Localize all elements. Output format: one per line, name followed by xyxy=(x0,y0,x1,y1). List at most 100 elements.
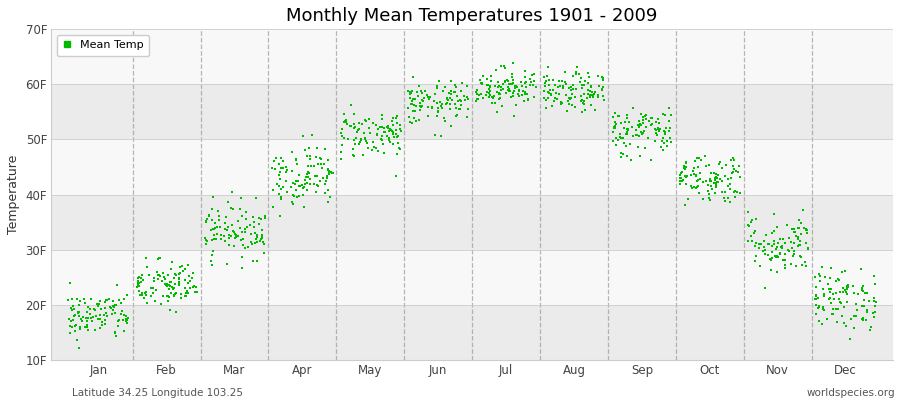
Point xyxy=(89,313,104,319)
Point xyxy=(811,271,825,278)
Point xyxy=(402,114,417,120)
Point xyxy=(702,195,716,201)
Point xyxy=(230,218,245,224)
Point xyxy=(425,104,439,111)
Point xyxy=(788,229,803,235)
Point xyxy=(851,291,866,297)
Point xyxy=(310,183,325,189)
Point xyxy=(826,305,841,312)
Point xyxy=(235,228,249,235)
Point xyxy=(245,241,259,248)
Point xyxy=(375,133,390,139)
Point xyxy=(84,315,98,322)
Point xyxy=(75,318,89,324)
Point xyxy=(206,248,220,254)
Point xyxy=(581,91,596,97)
Point xyxy=(657,128,671,134)
Point xyxy=(835,313,850,319)
Point xyxy=(632,122,646,128)
Point xyxy=(438,101,453,107)
Point xyxy=(552,91,566,97)
Point xyxy=(425,103,439,110)
Point xyxy=(785,226,799,232)
Point xyxy=(595,86,609,92)
Point xyxy=(817,293,832,300)
Point xyxy=(405,98,419,104)
Point xyxy=(121,317,135,324)
Point xyxy=(104,304,119,311)
Point xyxy=(286,200,301,207)
Point xyxy=(347,141,362,148)
Point xyxy=(786,252,800,259)
Point xyxy=(76,314,91,321)
Point xyxy=(542,82,556,88)
Point xyxy=(83,306,97,312)
Point xyxy=(578,78,592,84)
Point xyxy=(350,129,365,136)
Point xyxy=(679,158,693,165)
Point xyxy=(257,215,272,221)
Point xyxy=(493,87,508,93)
Point xyxy=(389,173,403,179)
Point xyxy=(153,255,167,262)
Point xyxy=(553,82,567,89)
Point xyxy=(373,124,387,130)
Point xyxy=(250,239,265,245)
Point xyxy=(436,88,450,94)
Point xyxy=(832,296,847,302)
Point xyxy=(104,305,119,312)
Point xyxy=(662,105,676,112)
Point xyxy=(690,164,705,170)
Point xyxy=(429,113,444,119)
Point xyxy=(507,88,521,94)
Point xyxy=(111,318,125,324)
Point xyxy=(163,282,177,289)
Point xyxy=(307,163,321,169)
Point xyxy=(482,88,497,94)
Point xyxy=(504,81,518,88)
Point xyxy=(121,292,135,298)
Point xyxy=(555,100,570,106)
Point xyxy=(460,83,474,89)
Legend: Mean Temp: Mean Temp xyxy=(57,35,149,56)
Point xyxy=(506,90,520,96)
Point xyxy=(717,173,732,179)
Point xyxy=(285,149,300,155)
Point xyxy=(247,224,261,230)
Point xyxy=(158,281,172,288)
Point xyxy=(102,296,116,302)
Point xyxy=(706,170,721,176)
Point xyxy=(413,106,428,113)
Point xyxy=(181,280,195,286)
Point xyxy=(644,122,659,128)
Point xyxy=(166,285,181,291)
Point xyxy=(767,210,781,217)
Point xyxy=(68,327,83,334)
Point xyxy=(252,214,266,221)
Point xyxy=(202,212,216,218)
Point xyxy=(476,73,491,79)
Point xyxy=(708,180,723,186)
Point xyxy=(645,115,660,122)
Point xyxy=(537,95,552,101)
Point xyxy=(809,296,824,302)
Point xyxy=(662,135,677,141)
Point xyxy=(527,78,542,85)
Point xyxy=(811,295,825,301)
Point xyxy=(308,173,322,179)
Point xyxy=(690,178,705,184)
Point xyxy=(547,98,562,104)
Point xyxy=(838,268,852,275)
Point xyxy=(488,100,502,106)
Point xyxy=(79,318,94,324)
Point xyxy=(836,304,850,310)
Point xyxy=(63,322,77,329)
Point xyxy=(68,322,83,328)
Point xyxy=(559,81,573,87)
Point xyxy=(167,271,182,278)
Point xyxy=(650,131,664,138)
Point xyxy=(787,226,801,233)
Bar xyxy=(51,84,893,140)
Point xyxy=(61,297,76,303)
Point xyxy=(320,186,335,193)
